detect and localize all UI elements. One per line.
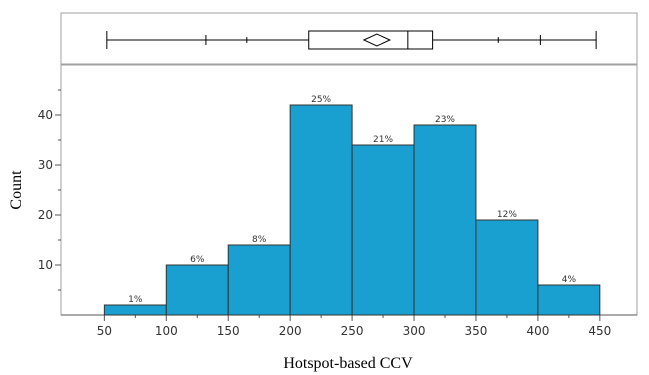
bar-percent-label: 6% [190,255,205,265]
bar-percent-label: 12% [497,210,517,220]
bar-percent-label: 23% [435,115,455,125]
y-tick-label: 10 [38,258,53,272]
box-plot-panel [60,12,638,65]
x-axis: 50 100 150 200 250 300 350 400 450 [61,314,637,338]
histogram-bar [413,124,477,316]
histogram-bar [227,244,291,316]
bar-percent-labels: 1% 6% 8% 25% 21% 23% 12% 4% [128,95,576,305]
x-tick-label: 50 [97,324,112,338]
y-axis: 10 20 30 40 [38,65,62,315]
y-axis-title: Count [8,170,25,210]
y-tick-label: 30 [38,158,53,172]
bar-percent-label: 1% [128,295,143,305]
histogram-bar [103,304,167,316]
x-tick-label: 200 [279,324,302,338]
bar-percent-label: 21% [373,135,393,145]
bar-percent-label: 4% [562,275,577,285]
histogram-bar [351,144,415,316]
histogram-bars [103,104,601,316]
y-tick-label: 40 [38,108,53,122]
histogram-bar [537,284,601,316]
x-tick-label: 350 [465,324,488,338]
bar-percent-label: 8% [252,235,267,245]
x-tick-label: 100 [155,324,178,338]
x-axis-title: Hotspot-based CCV [283,355,413,372]
mean-diamond [362,33,392,47]
histogram-bar [475,219,539,316]
x-tick-label: 250 [341,324,364,338]
x-tick-label: 450 [588,324,611,338]
x-tick-label: 150 [217,324,240,338]
x-tick-label: 400 [526,324,549,338]
x-tick-label: 300 [403,324,426,338]
histogram-bar [289,104,353,316]
y-tick-label: 20 [38,208,53,222]
bar-percent-label: 25% [311,95,331,105]
histogram-bar [165,264,229,316]
